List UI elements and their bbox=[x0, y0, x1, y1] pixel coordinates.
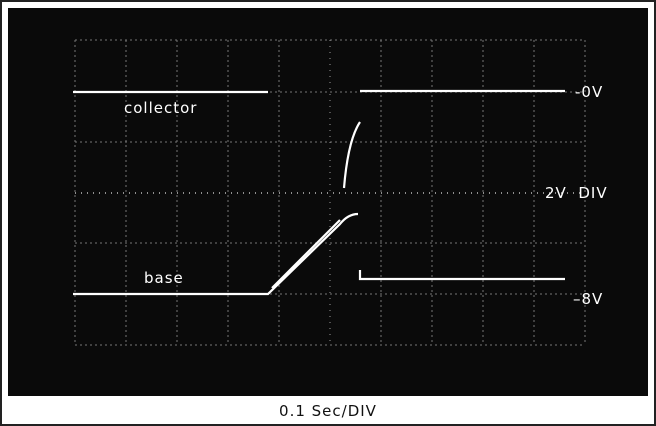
collector-label: collector bbox=[124, 99, 197, 117]
minus-eight-volt-label: –8V bbox=[573, 290, 603, 308]
zero-volt-label: -0V bbox=[575, 83, 603, 101]
time-base-caption: 0.1 Sec/DIV bbox=[279, 402, 377, 420]
screen bbox=[8, 8, 648, 396]
base-label: base bbox=[144, 269, 184, 287]
volts-per-div-label: 2V DIV bbox=[545, 184, 608, 202]
oscilloscope-photo: collector base -0V 2V DIV –8V 0.1 Sec/DI… bbox=[0, 0, 656, 426]
